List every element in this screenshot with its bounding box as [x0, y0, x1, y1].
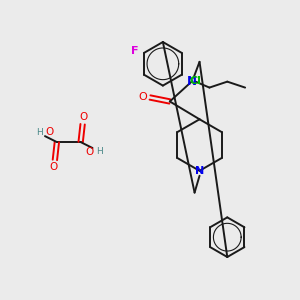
Text: N: N — [187, 75, 196, 88]
Text: O: O — [85, 147, 94, 157]
Text: F: F — [131, 46, 139, 56]
Text: H: H — [36, 128, 42, 137]
Text: H: H — [96, 148, 103, 157]
Text: O: O — [45, 127, 53, 137]
Text: O: O — [80, 112, 88, 122]
Text: N: N — [195, 166, 204, 176]
Text: O: O — [139, 92, 147, 103]
Text: O: O — [50, 162, 58, 172]
Text: Cl: Cl — [190, 76, 202, 85]
